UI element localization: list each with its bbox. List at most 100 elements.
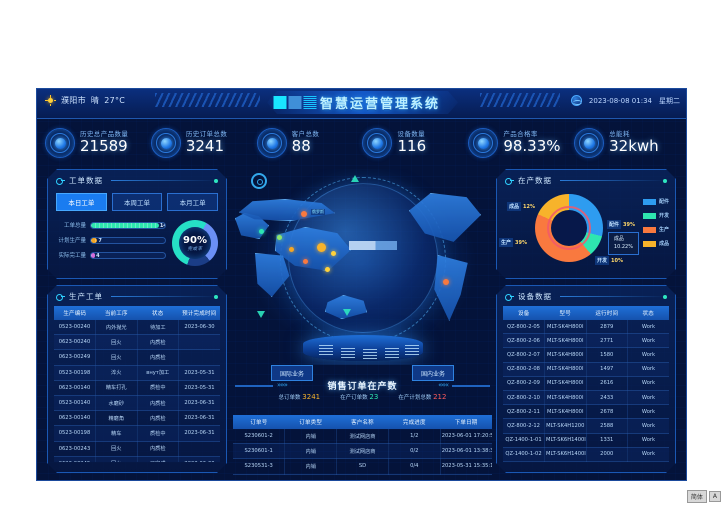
table-row[interactable]: QZ-800-2-10 MLT-SK4H800I 2433 Work	[503, 390, 669, 404]
equipment-table-wrapper[interactable]: 设备 型号 运行时间 状态 QZ-800-2-05 MLT-SK4H800I 287…	[497, 302, 675, 462]
workorder-panel: 工单数据 本日工单 本周工单 本月工单 工单总量 142	[47, 169, 227, 279]
table-cell: MLT-SK4H800I	[545, 390, 587, 404]
key-icon	[56, 293, 65, 300]
table-row[interactable]: QZ-800-2-11 MLT-SK4H800I 2678 Work	[503, 405, 669, 419]
table-cell: 回火	[96, 441, 138, 456]
map-marker[interactable]	[317, 243, 326, 252]
sales-header: 国际业务 国内业务 »»» ««« 销售订单在产数	[233, 365, 492, 399]
table-row[interactable]: QZ-800-2-09 MLT-SK4H800I 2616 Work	[503, 376, 669, 390]
map-marker[interactable]	[303, 259, 308, 264]
table-cell: 水磨砂	[96, 395, 138, 410]
base-grill	[341, 348, 355, 358]
table-cell: 2023-06-01 13:38:30	[440, 443, 492, 460]
table-row[interactable]: QZ-800-2-12 MLT-SK4H1200 2588 Work	[503, 419, 669, 433]
table-cell: 0523-00240	[54, 320, 96, 335]
table-row[interactable]: QZ-1400-1-01 MLT-SK6H1400I 1331 Work	[503, 433, 669, 447]
table-cell: MLT-SK4H800I	[545, 320, 587, 334]
sales-orders-table: 订单号 订单类型 客户名称 完成进度 下单日期 S230601-2 内销 测试网店商…	[233, 415, 492, 475]
table-row[interactable]: S230601-2 内销 测试网店商 1/2 2023-06-01 17:20:53	[233, 429, 492, 445]
equipment-table-body: QZ-800-2-05 MLT-SK4H800I 2879 Work QZ-800-2-…	[503, 320, 669, 461]
triangle-marker-left	[257, 311, 265, 318]
kpi-label: 历史总产品数量	[80, 130, 129, 139]
col-order-date: 下单日期	[440, 415, 492, 429]
map-marker[interactable]	[325, 267, 330, 272]
donut-label-finished: 成品 12%	[509, 203, 535, 210]
table-cell: 2678	[586, 405, 628, 419]
ime-status-chip[interactable]: 简体 A	[686, 490, 721, 503]
kpi-card-total-orders: 历史订单总数 3241	[150, 128, 257, 158]
table-row[interactable]: S230601-1 内销 测试网店商 0/2 2023-06-01 13:38:30	[233, 443, 492, 460]
donut-label-parts: 配件 39%	[609, 221, 635, 228]
legend-item-finished[interactable]: 成品	[643, 240, 669, 247]
ime-mode-label[interactable]: 简体	[686, 490, 707, 503]
tab-week-workorder[interactable]: 本周工单	[112, 193, 163, 211]
tab-today-workorder[interactable]: 本日工单	[56, 193, 107, 211]
sales-deco-line-left	[235, 385, 273, 387]
workorder-bar-actual: 实际完工量 4	[56, 251, 166, 259]
table-cell: 1580	[586, 348, 628, 362]
table-row[interactable]: QZ-1400-1-02 MLT-SK6H1400I 2000 Work	[503, 447, 669, 461]
col-production-code: 生产编码	[54, 306, 96, 320]
table-cell: 精车	[96, 426, 138, 441]
equipment-table: 设备 型号 运行时间 状态 QZ-800-2-05 MLT-SK4H800I 287…	[503, 306, 669, 462]
table-row[interactable]: QZ-800-2-06 MLT-SK4H800I 2771 Work	[503, 334, 669, 348]
legend-item-development[interactable]: 开发	[643, 212, 669, 219]
table-cell: 1331	[586, 433, 628, 447]
table-cell: S230601-2	[233, 429, 286, 445]
col-runtime: 运行时间	[586, 306, 628, 320]
table-row[interactable]: 0523-00198 精车 质检中 2023-06-31	[54, 426, 220, 441]
table-row[interactable]: QZ-800-2-05 MLT-SK4H800I 2879 Work	[503, 320, 669, 334]
table-row[interactable]: 0623-00240 回火 内质检	[54, 335, 220, 350]
stat-label: 总订单数	[278, 395, 301, 401]
table-row[interactable]: 0623-00249 回火 内质检	[54, 350, 220, 365]
table-row[interactable]: 0523-00198 淬火 внут加工 2023-05-31	[54, 365, 220, 380]
kpi-label: 历史订单总数	[185, 130, 228, 139]
legend-item-production[interactable]: 生产	[643, 226, 669, 233]
table-row[interactable]: 0523-00240 内外抛光 待加工 2023-06-30	[54, 320, 220, 335]
map-marker[interactable]	[301, 211, 307, 217]
production-table-body: 0523-00240 内外抛光 待加工 2023-06-30 0623-00240 回火内…	[54, 320, 220, 462]
table-row[interactable]: QZ-800-2-07 MLT-SK4H800I 1580 Work	[503, 348, 669, 362]
gauge-value: 90%	[183, 234, 207, 246]
table-row[interactable]: 0623-00245回火已完成2023-06-30	[54, 456, 220, 462]
stat-inproduction-orders: 在产订单数 23	[340, 393, 378, 401]
table-cell: Work	[628, 419, 670, 433]
ime-shape-label[interactable]: A	[708, 491, 721, 502]
equipment-panel-title: 设备数据	[518, 292, 552, 301]
chevron-right-icon: »»»	[277, 381, 288, 389]
table-row[interactable]: 0623-00243 回火 内质检	[54, 441, 220, 456]
map-marker[interactable]	[289, 247, 294, 252]
kpi-label: 总能耗	[609, 130, 630, 139]
tab-international-business[interactable]: 国际业务	[271, 365, 314, 381]
sales-orders-section: 国际业务 国内业务 »»» ««« 销售订单在产数 总订单数 3241 在产订单…	[233, 365, 492, 475]
header-stripes-left	[155, 93, 260, 107]
base-grill	[319, 345, 333, 355]
bar-track: 7	[90, 237, 166, 244]
production-table-wrapper[interactable]: 生产编码 当前工序 状态 预计完成时间 0523-00240 内外抛光 待加工 202…	[48, 302, 226, 462]
map-marker[interactable]	[443, 279, 449, 285]
table-row[interactable]: 0623-00140 精车打孔 质检中 2023-05-31	[54, 380, 220, 395]
table-row[interactable]: 0623-00140 精磨角 内质检 2023-06-31	[54, 411, 220, 426]
map-marker[interactable]	[277, 235, 282, 240]
tab-domestic-business[interactable]: 国内业务	[411, 365, 454, 381]
workorder-bar-planned: 计划生产量 7	[56, 236, 166, 244]
workorder-body: 工单总量 142 计划生产量 7 实际完工量	[48, 211, 226, 266]
table-row[interactable]: 0523-00140 水磨砂 内质检 2023-06-31	[54, 395, 220, 410]
kpi-ring-icon	[362, 128, 393, 158]
map-marker[interactable]	[331, 251, 336, 256]
base-grill	[405, 345, 419, 355]
legend-item-parts[interactable]: 配件	[643, 198, 669, 205]
table-cell: MLT-SK4H1200	[545, 419, 587, 433]
sales-table-wrapper[interactable]: 订单号 订单类型 客户名称 完成进度 下单日期 S230601-2 内销 测试网店商…	[233, 411, 492, 475]
map-marker[interactable]	[259, 229, 264, 234]
table-row[interactable]: QZ-800-2-08 MLT-SK4H800I 1497 Work	[503, 362, 669, 376]
table-row[interactable]: S230531-3 内销 SD 0/4 2023-05-31 15:35:12	[233, 458, 492, 475]
table-cell: 0/2	[388, 443, 441, 460]
table-cell: 质检中	[137, 380, 179, 395]
table-cell: MLT-SK4H800I	[545, 376, 587, 390]
bar-value: 7	[98, 238, 102, 244]
world-map: 俄罗斯	[233, 169, 492, 365]
table-cell: MLT-SK4H800I	[545, 362, 587, 376]
tab-month-workorder[interactable]: 本月工单	[167, 193, 218, 211]
table-cell: 0623-00240	[54, 335, 96, 350]
